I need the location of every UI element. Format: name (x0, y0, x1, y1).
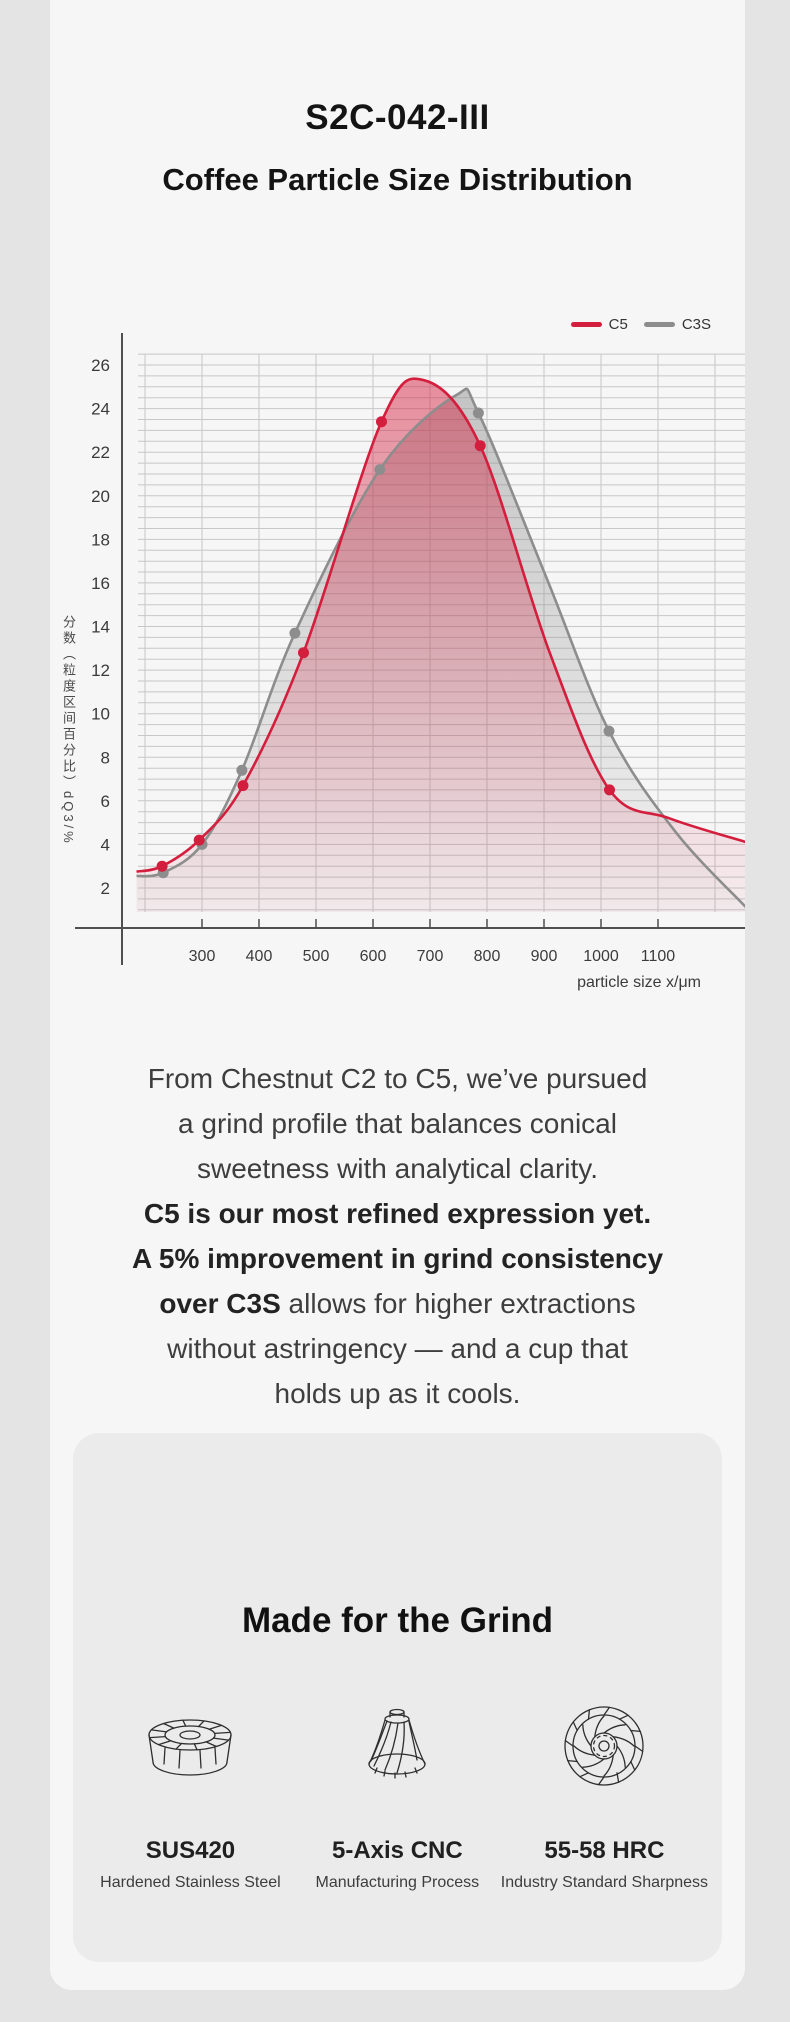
burr-disc-icon (552, 1703, 656, 1789)
svg-text:2: 2 (101, 879, 110, 898)
svg-text:600: 600 (360, 948, 387, 965)
feature-subtitle: Hardened Stainless Steel (100, 1874, 281, 1891)
svg-text:6: 6 (101, 792, 110, 811)
feature-title: 55-58 HRC (544, 1837, 665, 1864)
legend-swatch (570, 322, 602, 327)
burr-cone-icon (345, 1703, 449, 1789)
svg-text:24: 24 (91, 400, 110, 419)
paragraph-line: without astringency — and a cup that (167, 1333, 628, 1364)
x-axis-title: particle size x/μm (577, 974, 701, 991)
legend-item: C3S (643, 316, 711, 333)
svg-text:20: 20 (91, 487, 110, 506)
paragraph-line: holds up as it cools. (274, 1378, 521, 1409)
body-paragraph: From Chestnut C2 to C5, we’ve pursued a g… (50, 1056, 745, 1416)
features-panel: Made for the Grind SUS420 Hardened Stainl… (73, 1433, 722, 1962)
features-heading: Made for the Grind (241, 1601, 554, 1640)
svg-text:8: 8 (101, 748, 110, 767)
paragraph-line: From Chestnut C2 to C5, we’ve pursued (147, 1063, 648, 1094)
feature-title: SUS420 (145, 1837, 236, 1864)
svg-text:12: 12 (91, 661, 110, 680)
legend-item: C5 (570, 316, 628, 333)
paragraph-line: sweetness with analytical clarity. (197, 1153, 598, 1184)
feature-subtitle: Industry Standard Sharpness (500, 1874, 709, 1891)
feature-subtitle: Manufacturing Process (315, 1874, 480, 1891)
svg-text:26: 26 (91, 356, 110, 375)
feature-item: 5-Axis CNC Manufacturing Process (294, 1703, 501, 1892)
paragraph-line: over C3S allows for higher extractions (159, 1288, 636, 1319)
series-markers-C5 (156, 416, 615, 872)
svg-text:22: 22 (91, 443, 110, 462)
paragraph-line: A 5% improvement in grind consistency (131, 1243, 664, 1274)
model-title: S2C-042-III (305, 98, 490, 137)
svg-text:300: 300 (189, 948, 216, 965)
feature-item: SUS420 Hardened Stainless Steel (87, 1703, 294, 1892)
legend-swatch (643, 322, 675, 327)
svg-text:10: 10 (91, 705, 110, 724)
svg-text:700: 700 (417, 948, 444, 965)
page-title: Coffee Particle Size Distribution (162, 162, 633, 197)
legend-label: C5 (608, 316, 628, 333)
legend-label: C3S (681, 316, 711, 333)
y-axis-title: 分数（粒度区间百分比）dQ3/% (61, 614, 76, 846)
svg-text:800: 800 (474, 948, 501, 965)
paragraph-line: C5 is our most refined expression yet. (143, 1198, 652, 1229)
svg-text:1100: 1100 (641, 948, 676, 965)
svg-text:14: 14 (91, 618, 110, 637)
chart-svg: 300 400 500 600 700 800 900 1000 110024681012141… (75, 333, 745, 965)
svg-text:4: 4 (101, 835, 110, 854)
svg-text:500: 500 (303, 948, 330, 965)
feature-title: 5-Axis CNC (331, 1837, 463, 1864)
paragraph-line: a grind profile that balances conical (178, 1108, 617, 1139)
features-row: SUS420 Hardened Stainless Steel 5-Axis CN… (87, 1703, 708, 1892)
chart-legend: C5 C3S (570, 316, 711, 333)
burr-ring-icon (138, 1703, 242, 1789)
content-card: S2C-042-III Coffee Particle Size Distrib… (50, 0, 745, 1990)
particle-size-chart: 300 400 500 600 700 800 900 1000 1100 2 4 6 8 10 12 14 1… (50, 300, 745, 1000)
svg-text:18: 18 (91, 530, 110, 549)
svg-text:400: 400 (246, 948, 273, 965)
feature-item: 55-58 HRC Industry Standard Sharpness (501, 1703, 708, 1892)
svg-text:900: 900 (531, 948, 558, 965)
svg-text:1000: 1000 (583, 948, 619, 965)
svg-text:16: 16 (91, 574, 110, 593)
